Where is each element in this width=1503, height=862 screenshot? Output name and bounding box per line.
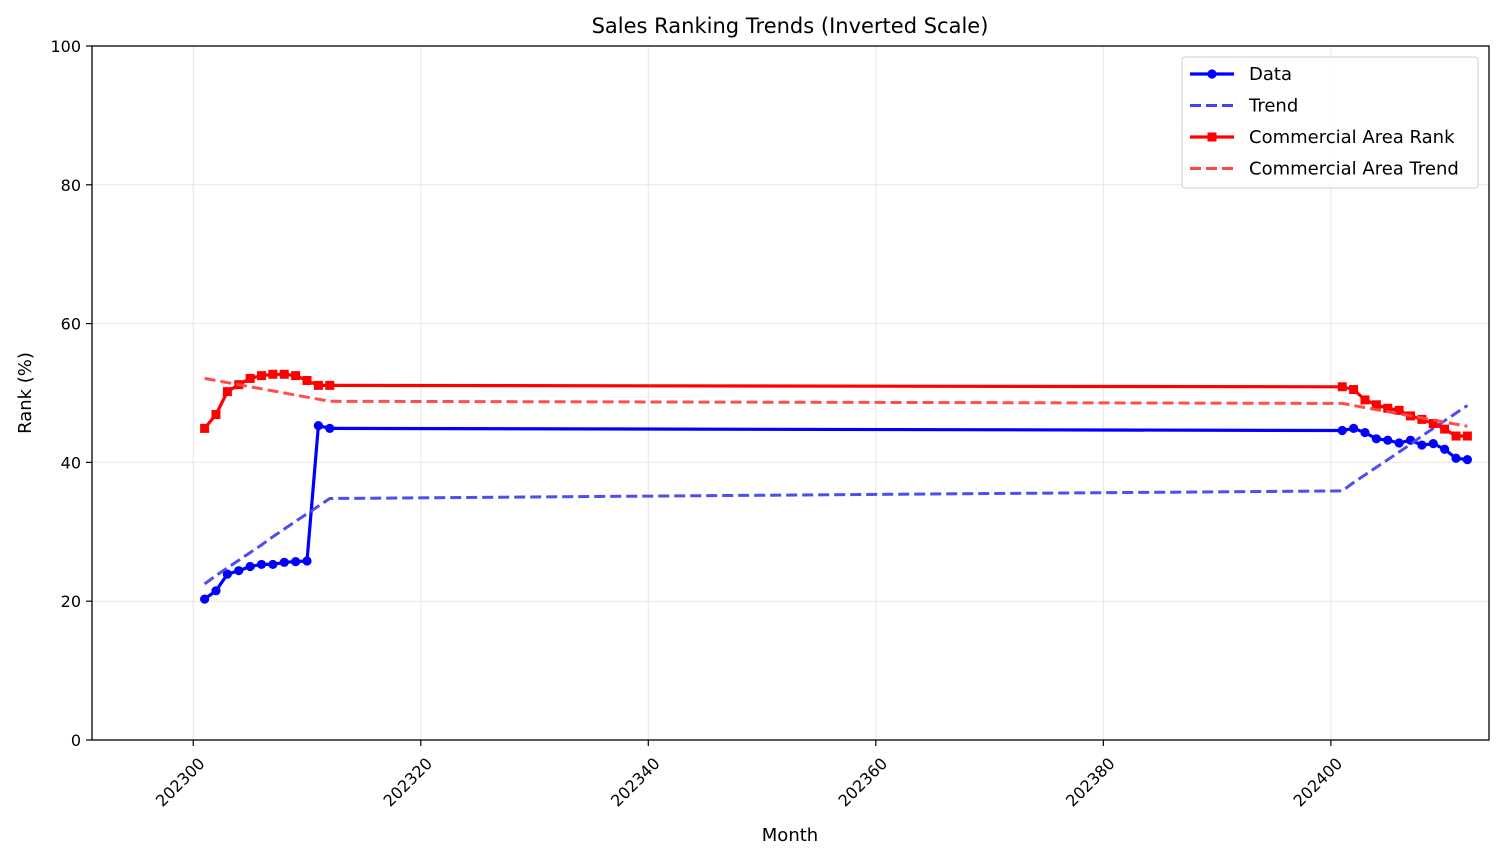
data-point	[325, 423, 335, 433]
legend-item: Trend	[1190, 96, 1298, 117]
legend-box	[1181, 56, 1479, 189]
legend-label: Commercial Area Trend	[1249, 159, 1459, 180]
data-point	[1451, 431, 1461, 441]
x-tick-label: 202300	[152, 754, 209, 811]
y-tick-label: 100	[50, 37, 81, 56]
legend-item: Commercial Area Rank	[1190, 127, 1455, 148]
data-point	[302, 376, 312, 386]
data-point	[291, 557, 301, 567]
data-point	[245, 373, 255, 383]
data-point	[268, 559, 278, 570]
plot-frame	[91, 45, 1490, 741]
data-point	[302, 556, 312, 566]
data-point	[245, 561, 255, 572]
axis-ticks: 202300 202320 202340 202360 202380 202400 0 20 4…	[50, 37, 1346, 811]
data-point	[1371, 400, 1381, 410]
data-point	[1337, 425, 1347, 436]
data-point	[222, 387, 232, 397]
series-data	[200, 421, 1472, 604]
legend-swatch-marker	[1207, 132, 1217, 142]
x-tick-label: 202320	[379, 754, 436, 811]
data-point	[1462, 431, 1472, 441]
x-axis-title: Month	[762, 825, 818, 846]
data-point	[279, 369, 289, 379]
y-tick-label: 0	[71, 731, 81, 750]
chart-title: Sales Ranking Trends (Inverted Scale)	[592, 14, 989, 38]
data-point	[211, 586, 221, 596]
legend-swatch-marker	[1207, 69, 1217, 79]
legend-label: Trend	[1248, 96, 1298, 117]
data-point	[1349, 385, 1359, 395]
x-tick-label: 202380	[1062, 754, 1119, 811]
series-commercial-area-trend	[204, 376, 1468, 428]
data-point	[1360, 395, 1370, 405]
data-point	[1360, 427, 1370, 438]
data-point	[268, 369, 278, 379]
data-point	[234, 566, 244, 576]
data-point	[1394, 405, 1404, 415]
x-tick-label: 202360	[835, 754, 892, 811]
data-point	[1462, 455, 1472, 465]
y-tick-label: 80	[61, 176, 81, 195]
y-axis-title: Rank (%)	[15, 352, 36, 434]
data-point	[256, 559, 267, 570]
legend-item: Commercial Area Trend	[1190, 159, 1459, 180]
x-tick-label: 202400	[1290, 754, 1347, 811]
legend-label: Commercial Area Rank	[1249, 127, 1455, 148]
data-point	[1440, 444, 1450, 454]
data-point	[325, 380, 335, 390]
data-point	[222, 569, 232, 579]
data-point	[1417, 440, 1427, 450]
data-point	[1394, 438, 1404, 448]
x-tick-label: 202340	[607, 754, 664, 811]
series-line	[203, 404, 1469, 586]
series-line	[203, 424, 1468, 601]
data-point	[1428, 419, 1438, 429]
data-point	[279, 557, 289, 567]
data-point	[313, 380, 323, 390]
legend: Data Trend Commercial Area Rank Commercial …	[1181, 56, 1479, 189]
legend-item: Data	[1190, 64, 1292, 85]
data-point	[200, 594, 210, 604]
data-point	[1349, 423, 1359, 433]
series-line	[204, 376, 1468, 428]
data-point	[1451, 453, 1461, 463]
y-tick-label: 40	[61, 453, 81, 472]
data-point	[1428, 439, 1438, 449]
series-line	[203, 372, 1468, 438]
legend-label: Data	[1249, 64, 1292, 85]
data-point	[211, 410, 221, 420]
data-point	[1337, 382, 1347, 392]
data-point	[291, 371, 301, 381]
data-point	[200, 423, 210, 433]
series-trend	[203, 404, 1469, 586]
y-tick-label: 20	[61, 592, 81, 611]
data-point	[257, 371, 267, 381]
data-point	[1383, 435, 1393, 445]
y-tick-label: 60	[61, 315, 81, 334]
data-point	[313, 421, 323, 431]
data-point	[1371, 434, 1381, 444]
series-layer	[200, 369, 1472, 604]
data-point	[1440, 424, 1450, 434]
data-point	[1383, 403, 1393, 413]
